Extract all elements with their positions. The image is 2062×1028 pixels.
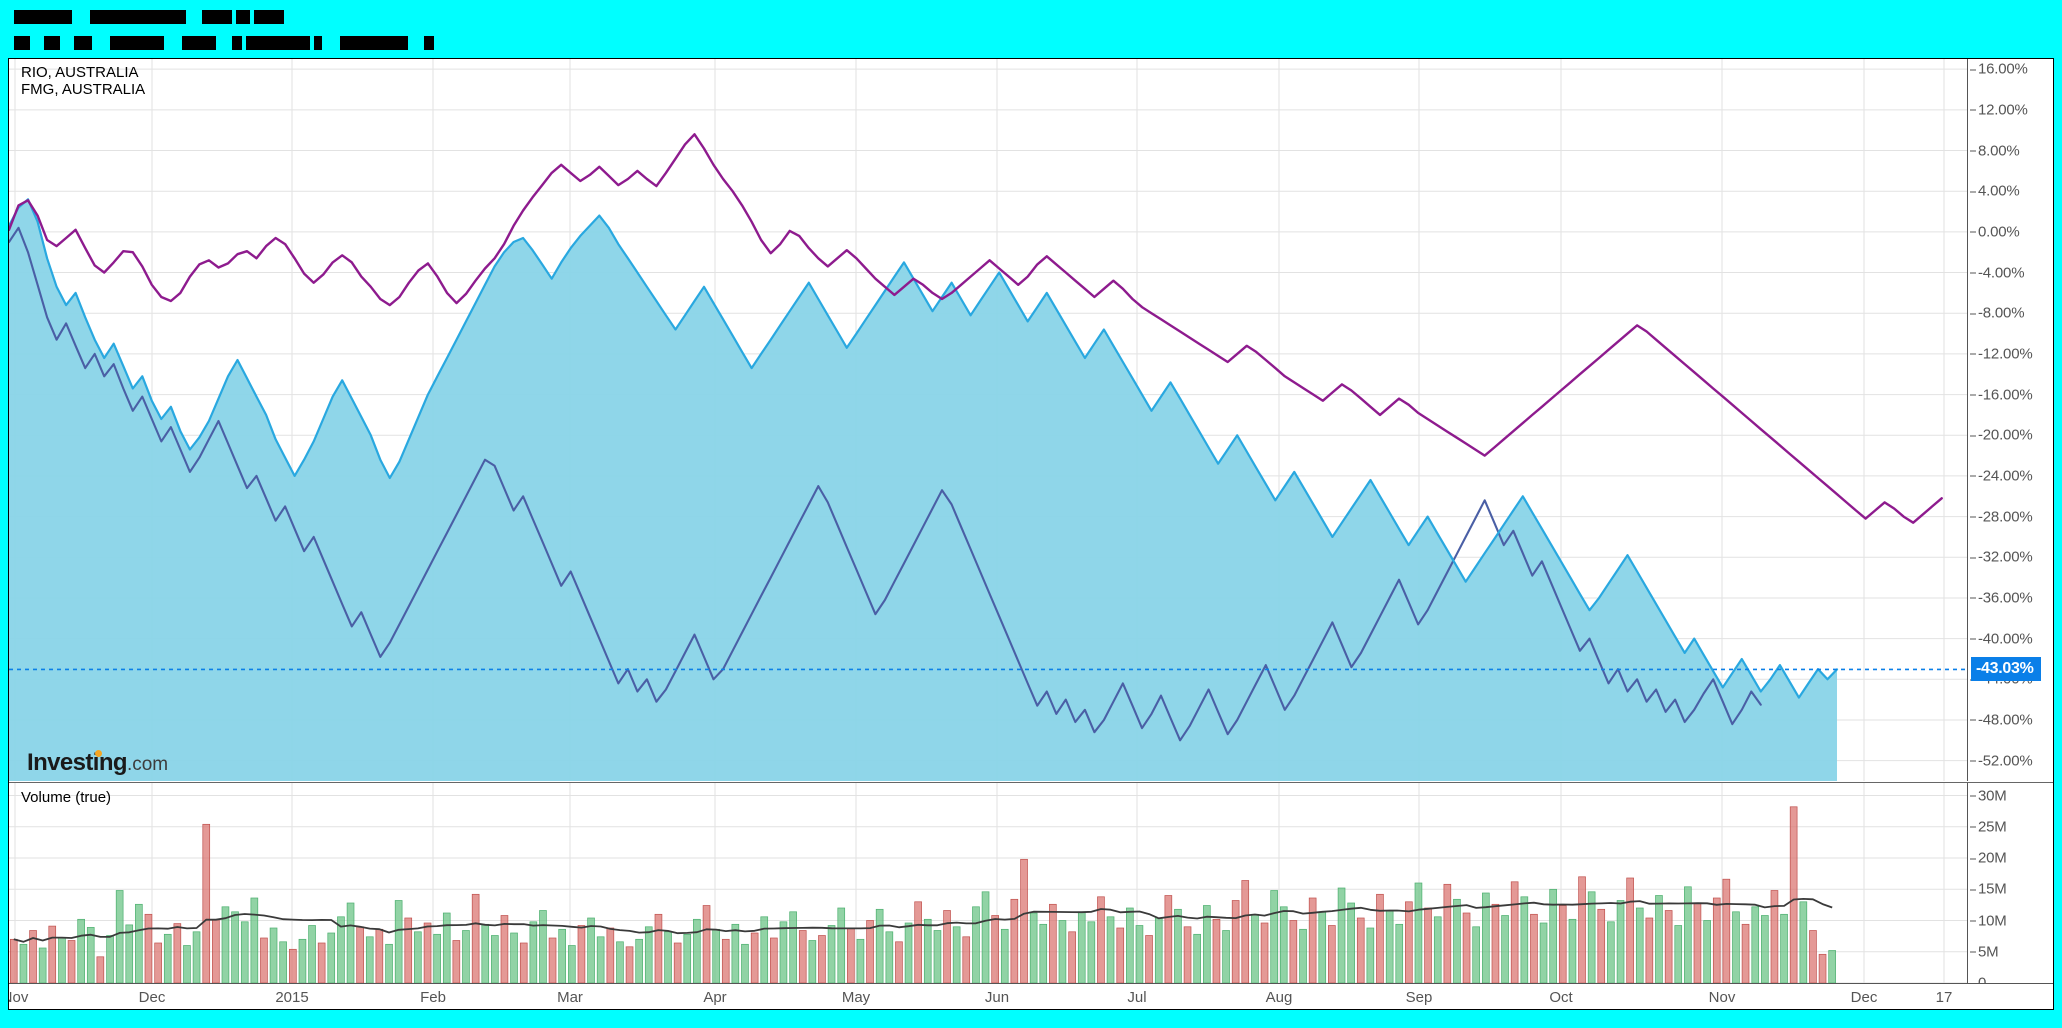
volume-axis-tick: 10M <box>1970 912 2007 929</box>
volume-axis-tick: 15M <box>1970 880 2007 898</box>
price-axis-tick: -16.00% <box>1969 386 2033 404</box>
date-axis-tick: 2015 <box>275 989 309 1006</box>
date-axis-tick: 17 <box>1935 989 1953 1006</box>
volume-axis[interactable]: 05M10M15M20M25M30M <box>1967 783 2053 992</box>
date-axis-tick: Feb <box>420 989 446 1006</box>
volume-plot-area[interactable] <box>9 783 1967 983</box>
chart-frame: RIO, AUSTRALIA FMG, AUSTRALIA Investing.… <box>8 58 2054 1010</box>
volume-chart-svg <box>9 783 1967 983</box>
price-axis-tick: -8.00% <box>1969 304 2025 322</box>
price-axis-tick: -12.00% <box>1969 345 2033 363</box>
price-axis-tick: 8.00% <box>1970 142 2020 160</box>
volume-axis-tick: 20M <box>1970 849 2007 867</box>
watermark-dot-icon <box>95 750 102 757</box>
price-axis-tick: -4.00% <box>1969 264 2025 282</box>
date-axis[interactable]: Nov Dec 2015 Feb Mar Apr May Jun Jul Aug Sep Oct Nov… <box>9 983 2053 1009</box>
current-value-badge: -43.03% <box>1971 657 2041 682</box>
date-axis-tick: Mar <box>557 989 583 1006</box>
redacted-title-line-2 <box>14 35 434 50</box>
legend-item-rio: RIO, AUSTRALIA <box>21 64 139 81</box>
volume-panel-title: Volume (true) <box>21 789 112 806</box>
price-axis-tick: -24.00% <box>1969 467 2033 485</box>
watermark-brand: Investing <box>27 749 128 776</box>
price-axis-tick: -40.00% <box>1969 630 2033 648</box>
window-header <box>0 0 2062 58</box>
investing-com-watermark: Investing.com <box>27 749 168 777</box>
date-axis-tick: Nov <box>9 989 29 1006</box>
date-axis-tick: Apr <box>703 989 727 1006</box>
volume-axis-tick: 30M <box>1970 787 2007 804</box>
date-axis-tick: May <box>841 989 871 1006</box>
date-axis-tick: Aug <box>1265 989 1293 1006</box>
redacted-title-line-1 <box>14 9 298 24</box>
price-plot-area[interactable] <box>9 59 1967 781</box>
date-axis-tick: Jul <box>1127 989 1147 1006</box>
price-axis-tick: 0.00% <box>1970 223 2020 241</box>
price-chart-svg <box>9 59 1967 781</box>
date-axis-tick: Dec <box>138 989 166 1006</box>
volume-axis-tick: 5M <box>1969 943 1999 961</box>
date-axis-tick: Jun <box>984 989 1010 1006</box>
volume-pane: Volume (true) 05M10M15M20M25M30M NovDec2… <box>9 782 2053 1009</box>
chart-legend: RIO, AUSTRALIA FMG, AUSTRALIA <box>21 64 146 99</box>
watermark-suffix: .com <box>126 754 169 775</box>
legend-item-fmg: FMG, AUSTRALIA <box>21 80 146 98</box>
price-axis-tick: -32.00% <box>1969 548 2033 566</box>
date-axis-tick: Sep <box>1405 989 1433 1006</box>
price-axis-tick: -28.00% <box>1969 508 2033 526</box>
price-axis-tick: 16.00% <box>1970 60 2028 78</box>
price-axis-tick: -20.00% <box>1969 426 2033 444</box>
price-axis-tick: -48.00% <box>1969 711 2033 729</box>
price-axis-tick: -36.00% <box>1969 589 2033 607</box>
price-pane: RIO, AUSTRALIA FMG, AUSTRALIA Investing.… <box>9 59 2053 781</box>
volume-axis-tick: 25M <box>1970 818 2007 836</box>
date-axis-tick: Nov <box>1708 989 1736 1006</box>
price-axis-tick: 4.00% <box>1970 182 2020 200</box>
price-axis-tick: 12.00% <box>1970 101 2028 119</box>
price-axis-tick: -52.00% <box>1969 752 2033 770</box>
date-axis-tick: Oct <box>1549 989 1573 1006</box>
date-axis-tick: Dec <box>1850 989 1878 1006</box>
